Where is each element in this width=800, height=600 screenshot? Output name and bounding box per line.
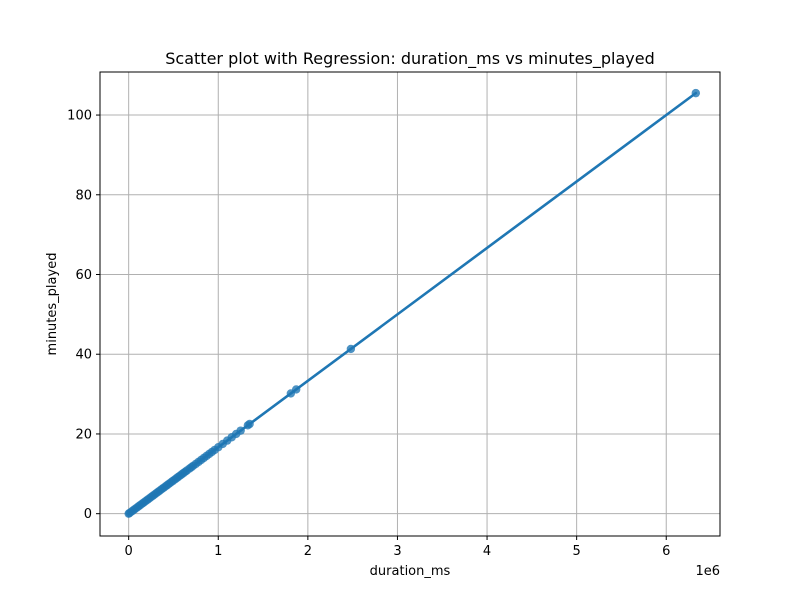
data-point [346,344,356,354]
y-tick-label: 0 [84,507,92,522]
data-point [691,88,701,98]
y-tick-label: 60 [75,268,92,283]
grid [100,72,720,536]
y-axis-label: minutes_played [45,253,60,356]
x-tick-label: 2 [304,544,312,559]
x-tick-label: 5 [573,544,581,559]
chart-title: Scatter plot with Regression: duration_m… [165,49,654,69]
data-point [292,385,301,394]
x-axis-label: duration_ms [370,564,451,579]
data-point [236,426,245,435]
plot-frame [99,71,721,537]
y-tick-label: 100 [67,109,92,124]
x-tick-label: 1 [214,544,222,559]
x-tick-label: 0 [125,544,133,559]
y-axis: 0 20 40 60 80 100 [67,109,100,522]
x-tick-label: 6 [662,544,670,559]
x-tick-label: 4 [483,544,491,559]
points-layer [124,88,701,518]
x-tick-label: 3 [393,544,401,559]
y-tick-label: 80 [75,188,92,203]
y-tick-label: 20 [75,427,92,442]
y-tick-label: 40 [75,348,92,363]
x-axis: 0 1 2 3 4 5 6 [125,536,670,559]
data-point [245,419,254,429]
x-axis-offset-label: 1e6 [695,564,720,579]
